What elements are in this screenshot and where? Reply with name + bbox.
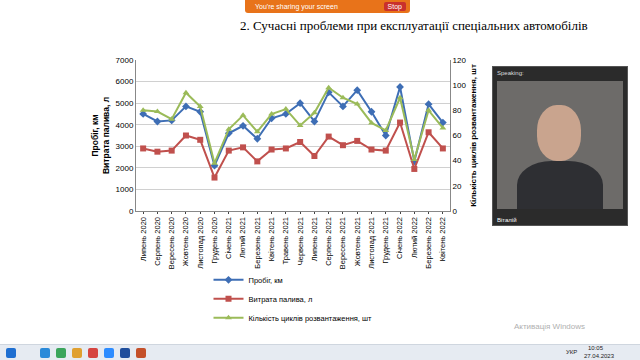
svg-text:Жовтень 2021: Жовтень 2021 — [353, 217, 362, 266]
svg-text:Грудень 2020: Грудень 2020 — [210, 217, 219, 264]
svg-text:Січень 2021: Січень 2021 — [224, 217, 233, 259]
html-text:Віталій: Віталій — [497, 217, 517, 223]
svg-text:0: 0 — [129, 207, 134, 216]
svg-text:Витрата палива, л: Витрата палива, л — [249, 295, 313, 304]
svg-text:40: 40 — [453, 156, 462, 165]
svg-text:Січень 2022: Січень 2022 — [395, 217, 404, 259]
svg-text:20: 20 — [453, 182, 462, 191]
svg-text:5000: 5000 — [116, 99, 134, 108]
svg-text:Лютий 2021: Лютий 2021 — [238, 217, 247, 258]
svg-text:Жовтень 2020: Жовтень 2020 — [181, 217, 190, 266]
svg-text:Вересень 2020: Вересень 2020 — [167, 217, 176, 269]
svg-text:0: 0 — [453, 207, 458, 216]
svg-text:Кількість циклів розвантаження: Кількість циклів розвантаження, шт — [469, 64, 478, 207]
svg-text:Березень 2021: Березень 2021 — [253, 217, 262, 269]
html-text:You're sharing your screen: You're sharing your screen — [255, 3, 338, 10]
html-text:Stop: Stop — [387, 3, 402, 10]
svg-text:Липень 2020: Липень 2020 — [139, 217, 148, 261]
svg-text:2000: 2000 — [116, 164, 134, 173]
html-text:Speaking:: Speaking: — [497, 70, 524, 76]
svg-text:100: 100 — [453, 81, 467, 90]
html-text:2. Сучасні проблеми при експлу: 2. Сучасні проблеми при експлуатації спе… — [240, 18, 588, 33]
svg-text:Пробіг, км: Пробіг, км — [249, 276, 283, 285]
svg-text:7000: 7000 — [116, 56, 134, 65]
svg-text:120: 120 — [453, 56, 467, 65]
svg-text:Липень 2021: Липень 2021 — [310, 217, 319, 261]
svg-text:6000: 6000 — [116, 77, 134, 86]
svg-text:Квітень 2022: Квітень 2022 — [438, 217, 447, 261]
html-text:27.04.2023: 27.04.2023 — [584, 353, 614, 359]
svg-text:Лютий 2022: Лютий 2022 — [410, 217, 419, 258]
html-text:УКР: УКР — [566, 349, 578, 355]
svg-text:Березень 2022: Березень 2022 — [424, 217, 433, 269]
svg-text:80: 80 — [453, 106, 462, 115]
svg-text:3000: 3000 — [116, 142, 134, 151]
html-text:Активація Windows: Активація Windows — [514, 322, 585, 331]
svg-text:Листопад 2021: Листопад 2021 — [367, 217, 376, 269]
svg-text:Серпень 2021: Серпень 2021 — [324, 217, 333, 266]
svg-text:Грудень 2021: Грудень 2021 — [381, 217, 390, 264]
svg-text:Вересень 2021: Вересень 2021 — [338, 217, 347, 269]
html-text:10:05: 10:05 — [588, 345, 603, 351]
svg-text:Травень 2021: Травень 2021 — [281, 217, 290, 264]
svg-text:Квітень 2021: Квітень 2021 — [267, 217, 276, 261]
svg-text:Кількість циклів розвантаження: Кількість циклів розвантаження, шт — [249, 314, 373, 323]
svg-text:Червень 2021: Червень 2021 — [296, 217, 305, 265]
svg-text:Листопад 2020: Листопад 2020 — [196, 217, 205, 269]
svg-text:4000: 4000 — [116, 121, 134, 130]
svg-text:Серпень 2020: Серпень 2020 — [153, 217, 162, 266]
svg-text:60: 60 — [453, 131, 462, 140]
svg-text:Пробіг, кмВитрата палива, л: Пробіг, кмВитрата палива, л — [90, 97, 111, 174]
svg-text:1000: 1000 — [116, 185, 134, 194]
